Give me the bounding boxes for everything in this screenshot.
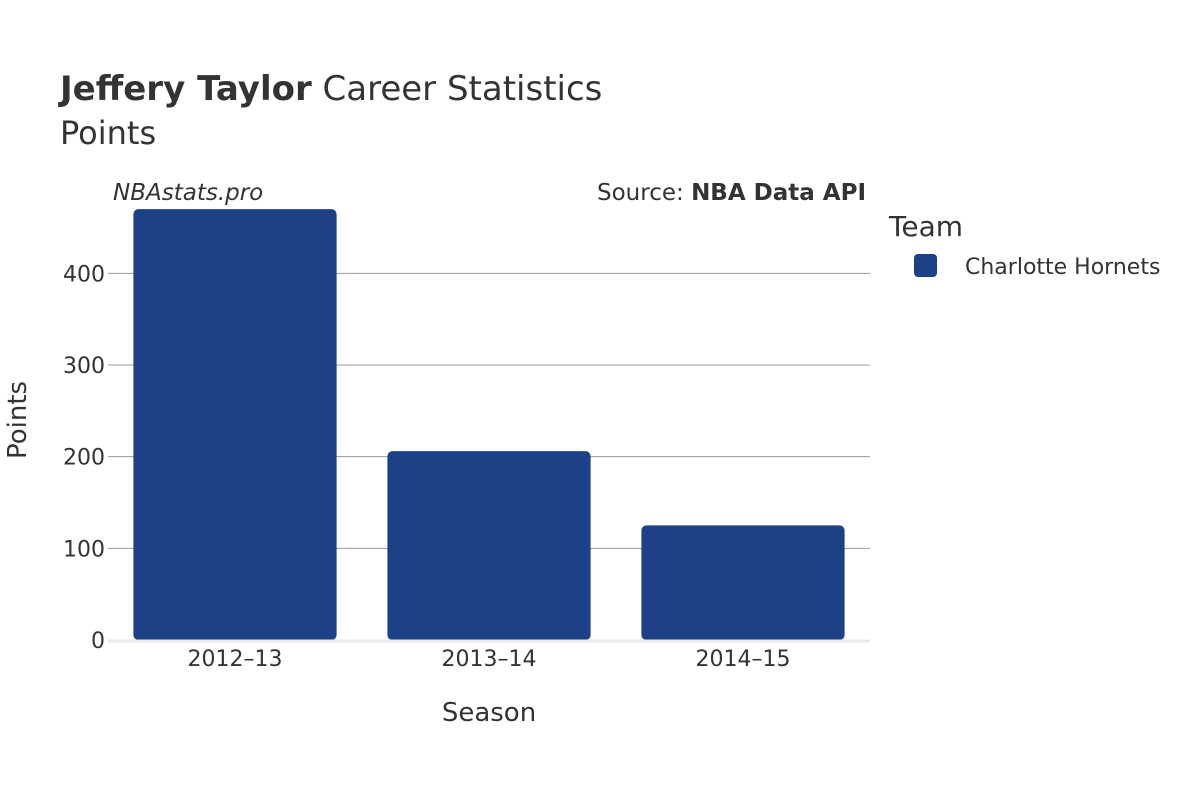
x-tick-label: 2013–14 <box>442 647 537 672</box>
x-axis-title: Season <box>442 698 536 728</box>
chart-title: Jeffery Taylor Career Statistics <box>58 69 602 109</box>
y-tick-label: 300 <box>63 354 105 379</box>
bar <box>387 451 591 640</box>
y-tick-label: 400 <box>63 262 105 287</box>
source-prefix: Source: <box>597 180 691 206</box>
axes: 0 100 200 300 400 2012–13 2013–14 2014–15 <box>63 262 870 672</box>
y-tick-label: 0 <box>91 629 105 654</box>
bar <box>641 525 845 640</box>
y-tick-label: 100 <box>63 537 105 562</box>
x-tick-label: 2012–13 <box>188 647 283 672</box>
source-name: NBA Data API <box>691 180 866 206</box>
y-tick-label: 200 <box>63 446 105 471</box>
legend-title: Team <box>888 210 963 243</box>
legend: Charlotte Hornets <box>914 254 1160 280</box>
legend-label: Charlotte Hornets <box>965 255 1160 280</box>
watermark-text: NBAstats.pro <box>113 180 263 206</box>
x-tick-label: 2014–15 <box>696 647 791 672</box>
source-text: Source: NBA Data API <box>597 180 866 206</box>
chart-subtitle: Points <box>60 114 156 152</box>
chart-title-rest: Career Statistics <box>312 69 603 109</box>
bars <box>133 209 845 640</box>
chart-title-player: Jeffery Taylor <box>58 69 312 109</box>
legend-swatch <box>914 254 937 277</box>
y-axis-title: Points <box>3 381 33 459</box>
bar <box>133 209 337 640</box>
